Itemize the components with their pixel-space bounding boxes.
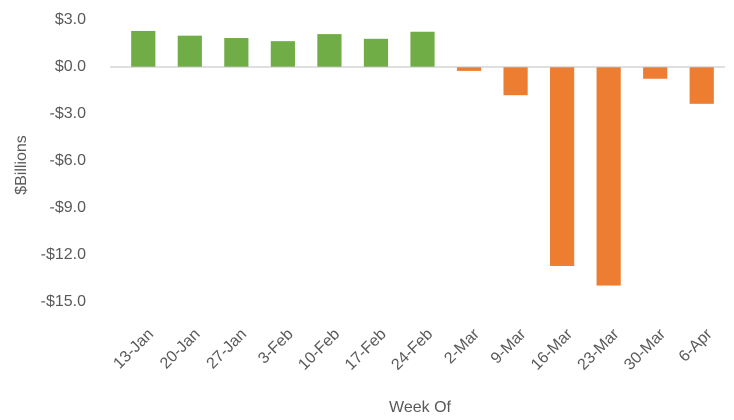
x-tick-label: 2-Mar	[441, 325, 483, 367]
bar	[689, 67, 714, 104]
bar	[410, 31, 435, 67]
x-tick-label: 10-Feb	[295, 326, 343, 374]
y-tick-label: $0.0	[55, 58, 86, 75]
bar	[224, 38, 249, 67]
x-tick-label: 23-Mar	[575, 325, 623, 373]
x-tick-label: 16-Mar	[528, 325, 576, 373]
y-tick-label: -$15.0	[41, 293, 86, 310]
x-tick-label: 27-Jan	[204, 326, 251, 373]
y-axis-title: $Billions	[13, 135, 30, 195]
bar	[643, 67, 668, 79]
x-tick-label: 13-Jan	[110, 326, 157, 373]
bar	[503, 67, 528, 96]
bar	[363, 38, 389, 67]
bar	[596, 67, 621, 286]
bar	[131, 30, 156, 67]
bar	[177, 35, 202, 67]
y-tick-label: -$3.0	[50, 105, 87, 122]
x-tick-label: 6-Apr	[676, 325, 716, 365]
x-tick-label: 17-Feb	[342, 326, 390, 374]
x-tick-label: 3-Feb	[255, 326, 297, 368]
y-tick-label: -$6.0	[50, 152, 87, 169]
x-tick-label: 30-Mar	[621, 325, 669, 373]
bar	[550, 67, 575, 266]
y-tick-label: -$12.0	[41, 246, 86, 263]
y-tick-label: -$9.0	[50, 199, 87, 216]
x-axis-title: Week Of	[389, 399, 452, 416]
x-tick-label: 20-Jan	[157, 326, 204, 373]
y-tick-label: $3.0	[55, 11, 86, 28]
x-tick-label: 24-Feb	[388, 326, 436, 374]
bar	[456, 67, 482, 71]
x-tick-label: 9-Mar	[488, 325, 530, 367]
bar	[317, 34, 342, 67]
bar	[270, 41, 295, 67]
